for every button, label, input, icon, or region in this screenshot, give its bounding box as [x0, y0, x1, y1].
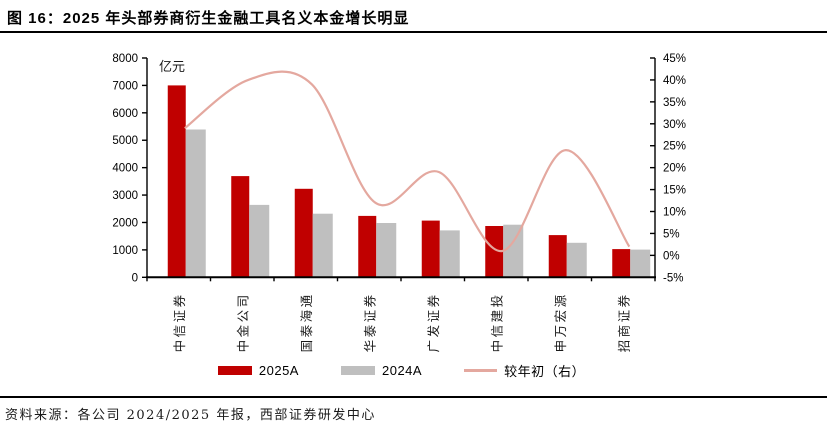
- svg-text:3000: 3000: [112, 190, 138, 202]
- svg-text:25%: 25%: [663, 141, 686, 153]
- svg-text:中信建投: 中信建投: [490, 292, 505, 352]
- svg-text:1000: 1000: [112, 245, 138, 257]
- legend-label-2025A: 2025A: [258, 363, 299, 378]
- legend-swatch-2024A: [340, 366, 375, 375]
- svg-text:40%: 40%: [663, 75, 686, 87]
- svg-text:15%: 15%: [663, 185, 686, 197]
- svg-text:0%: 0%: [663, 250, 680, 262]
- svg-text:2000: 2000: [112, 217, 138, 229]
- svg-text:国泰海通: 国泰海通: [299, 292, 314, 352]
- svg-text:-5%: -5%: [663, 272, 683, 284]
- svg-text:20%: 20%: [663, 163, 686, 175]
- svg-text:4000: 4000: [112, 163, 138, 175]
- growth-line: [184, 70, 631, 253]
- legend-item-2025A: 2025A: [217, 363, 299, 378]
- legend-swatch-growth-line: [464, 369, 498, 372]
- svg-text:招商证券: 招商证券: [617, 292, 632, 352]
- svg-text:0: 0: [132, 272, 138, 284]
- axes: [142, 57, 656, 282]
- unit-label: 亿元: [159, 60, 185, 75]
- svg-text:7000: 7000: [112, 80, 138, 92]
- legend-label-growth-line: 较年初（右）: [504, 365, 586, 380]
- legend-item-growth-line: 较年初（右）: [464, 361, 585, 380]
- legend-swatch-2025A: [217, 366, 252, 375]
- chart-svg: 0 1000 2000 3000 4000 5000 6000 7000 8000 -5% 0% 5%…: [112, 53, 686, 352]
- axis-labels: 0 1000 2000 3000 4000 5000 6000 7000 8000 -5% 0% 5%…: [112, 53, 686, 284]
- svg-text:10%: 10%: [663, 207, 686, 219]
- footer-divider: [0, 396, 827, 398]
- legend-label-2024A: 2024A: [381, 363, 423, 378]
- svg-text:中信证券: 中信证券: [172, 292, 187, 352]
- svg-text:45%: 45%: [663, 53, 686, 65]
- svg-text:5%: 5%: [663, 228, 680, 240]
- category-labels: 中信证券 中金公司 国泰海通 华泰证券 广发证券 中信建投 申万宏源 招商证券: [172, 292, 632, 352]
- chart-area: 0 1000 2000 3000 4000 5000 6000 7000 8000 -5% 0% 5%…: [0, 38, 827, 358]
- svg-text:华泰证券: 华泰证券: [363, 292, 378, 352]
- chart-legend: 2025A 2024A 较年初（右）: [148, 361, 655, 380]
- svg-text:5000: 5000: [112, 135, 138, 147]
- svg-text:广发证券: 广发证券: [426, 292, 441, 352]
- bars-2025A: [167, 85, 631, 278]
- bars-2024A: [185, 129, 651, 278]
- svg-text:30%: 30%: [663, 119, 686, 131]
- figure-title: 图 16：2025 年头部券商衍生金融工具名义本金增长明显: [7, 10, 410, 27]
- source-note: 资料来源：各公司 2024/2025 年报，西部证券研发中心: [5, 408, 376, 423]
- svg-text:申万宏源: 申万宏源: [553, 292, 568, 352]
- title-divider: [0, 31, 827, 33]
- legend-item-2024A: 2024A: [340, 363, 423, 378]
- svg-text:中金公司: 中金公司: [236, 292, 251, 352]
- svg-text:6000: 6000: [112, 108, 138, 120]
- svg-text:8000: 8000: [112, 53, 138, 65]
- svg-text:35%: 35%: [663, 97, 686, 109]
